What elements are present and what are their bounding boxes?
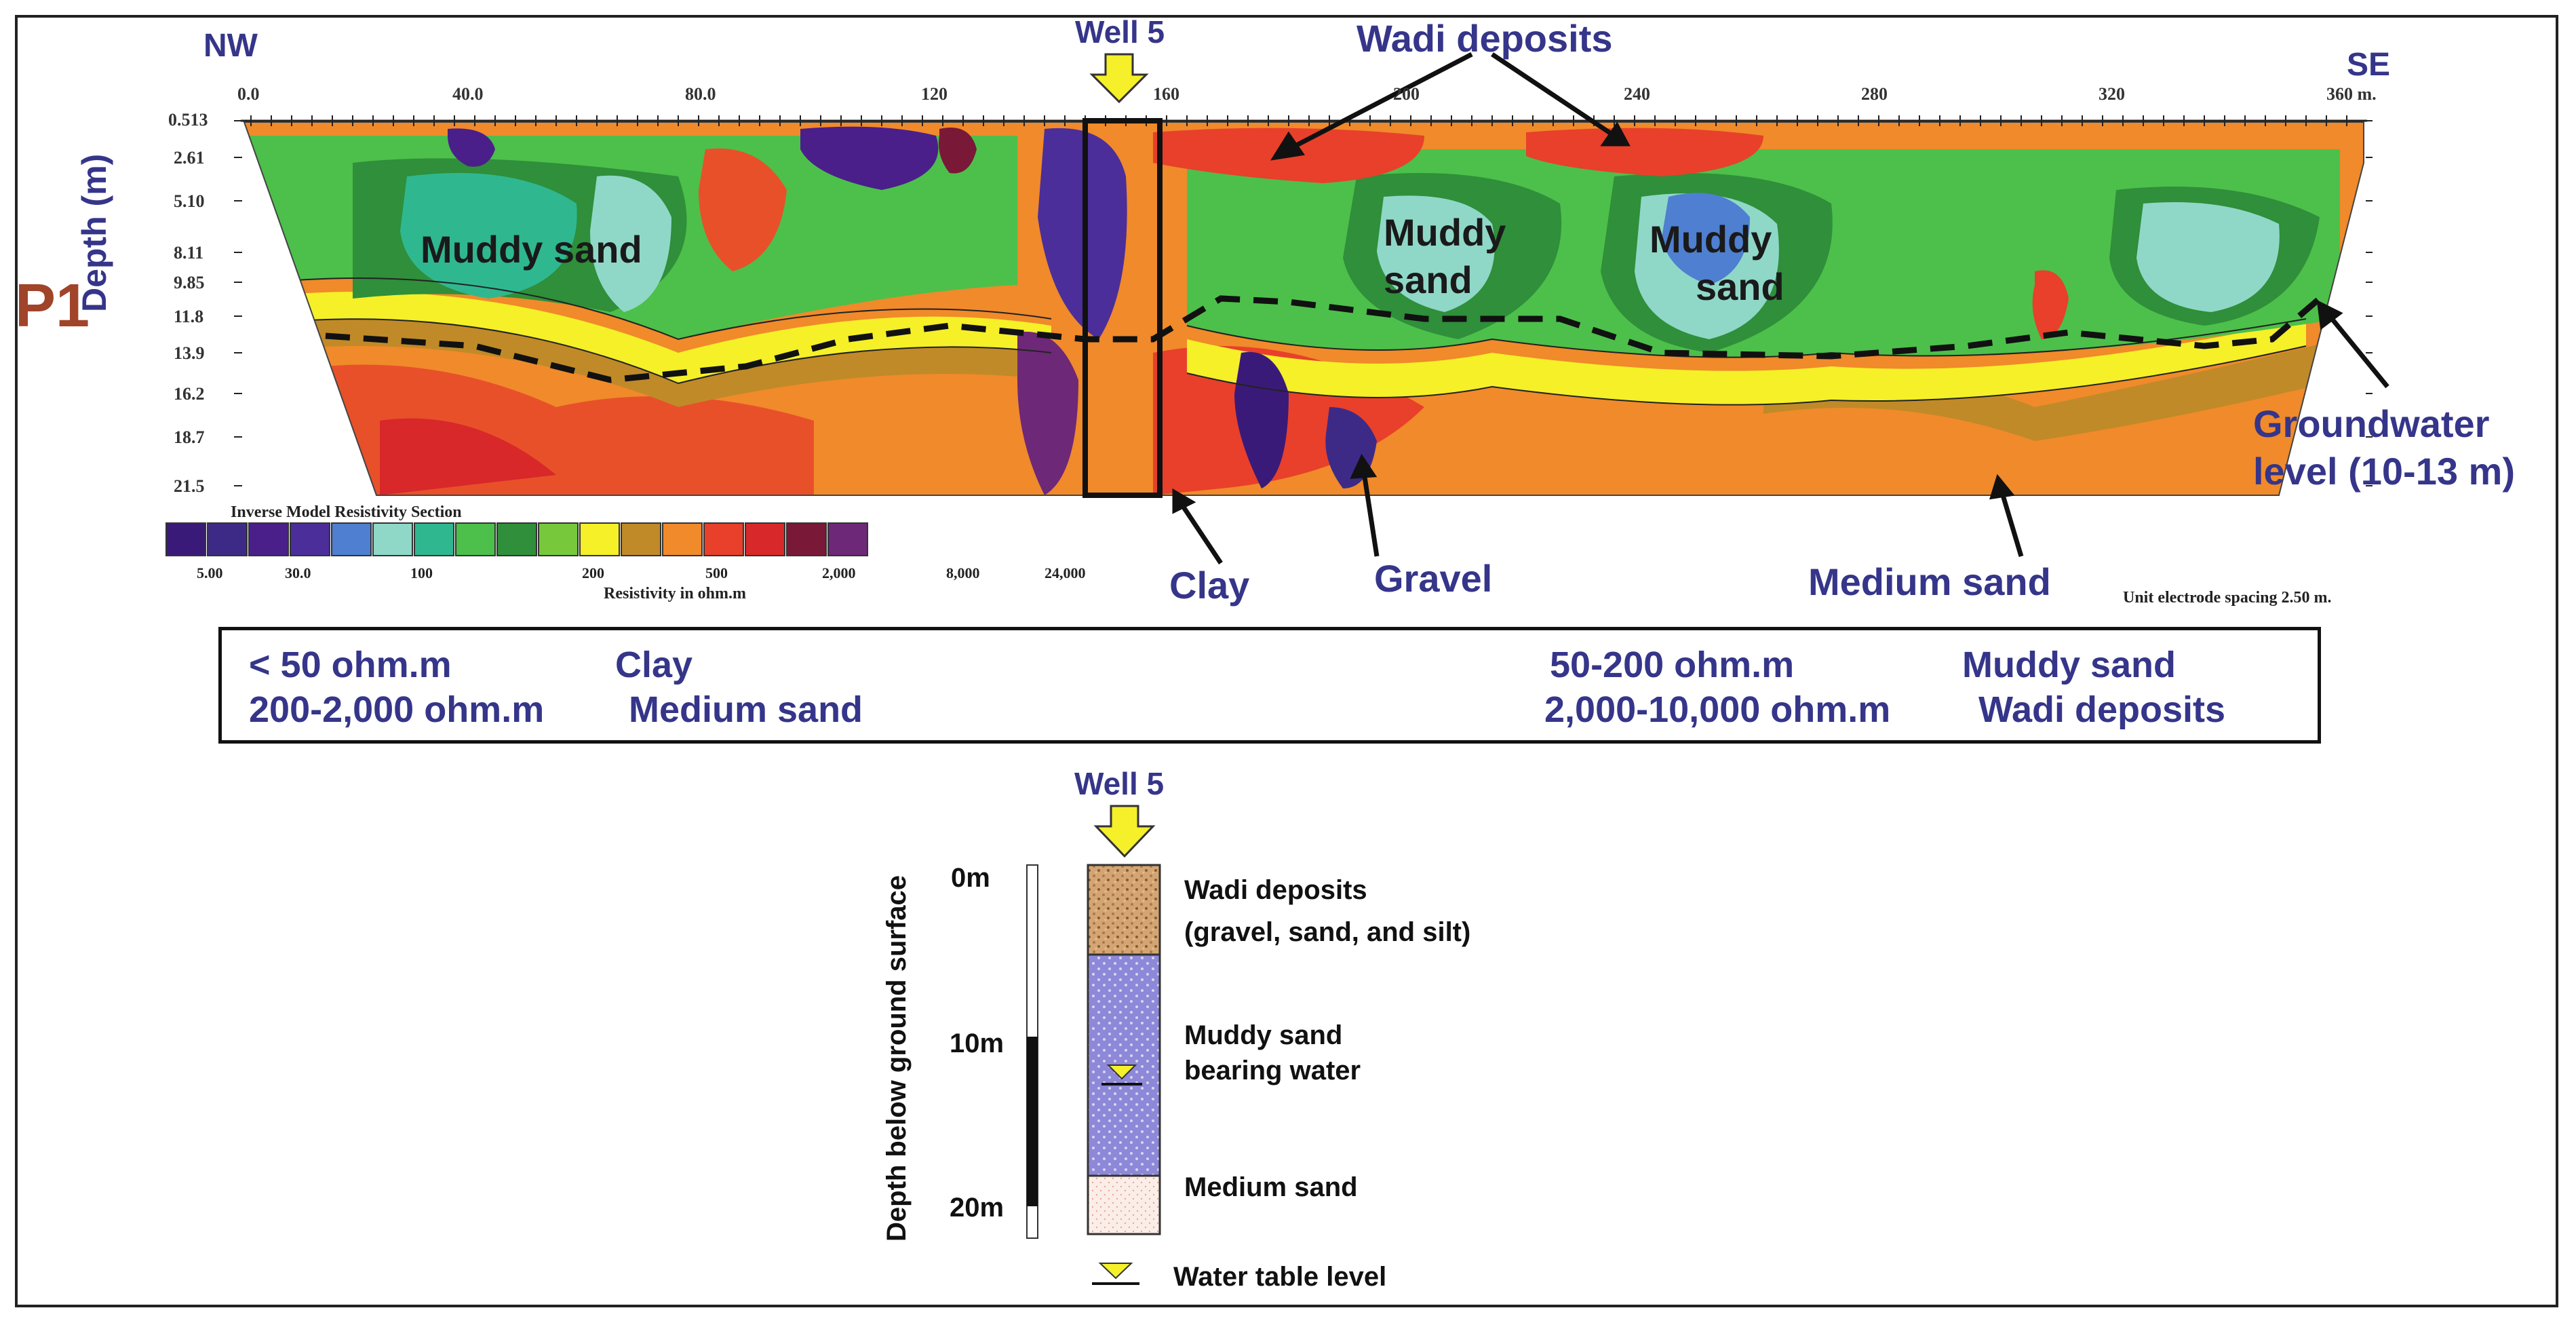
legend-value: 2,000	[822, 564, 856, 581]
legend-swatch	[248, 522, 289, 556]
table-cell: Medium sand	[629, 689, 863, 730]
profile-id-label: P1	[15, 272, 90, 340]
table-cell: < 50 ohm.m	[249, 645, 452, 685]
legend-swatch	[579, 522, 620, 556]
muddy-sand-left-label: Muddy sand	[421, 228, 642, 271]
depth-tick: 5.10	[174, 191, 205, 211]
legend-swatch	[786, 522, 827, 556]
x-tick: 320	[2099, 84, 2125, 104]
legend-swatch	[331, 522, 372, 556]
depth-tick: 9.85	[174, 273, 205, 292]
depth-axis-ticks	[234, 120, 2373, 486]
legend-swatch	[496, 522, 537, 556]
x-tick: 360 m.	[2326, 84, 2377, 104]
legend-swatch	[538, 522, 579, 556]
table-cell: 50-200 ohm.m	[1550, 645, 1795, 685]
x-tick: 200	[1393, 84, 1420, 104]
legend-swatch	[703, 522, 744, 556]
legend-swatch	[621, 522, 661, 556]
medium-sand-label: Medium sand	[1808, 560, 2051, 603]
annotation-arrows	[1172, 52, 2389, 564]
water-table-icon	[1106, 1064, 1137, 1080]
legend-value: 100	[410, 564, 433, 581]
muddy-sand-right-label-1: Muddy	[1650, 218, 1772, 261]
legend-value: 200	[582, 564, 604, 581]
legend-swatch	[745, 522, 785, 556]
gravel-label: Gravel	[1374, 557, 1493, 600]
layer3-label: Medium sand	[1184, 1172, 1358, 1202]
table-cell: Muddy sand	[1962, 645, 2177, 685]
layer-wadi-deposits	[1087, 864, 1161, 956]
table-cell: 200-2,000 ohm.m	[249, 689, 545, 730]
depth-tick: 18.7	[174, 427, 205, 447]
well-arrow-icon	[1089, 53, 1149, 104]
legend-value: 8,000	[946, 564, 980, 581]
nw-label: NW	[203, 28, 258, 64]
depth-tick: 0.513	[168, 110, 208, 130]
x-tick: 0.0	[237, 84, 260, 104]
legend-swatch	[662, 522, 703, 556]
depth-scale-bar-filled	[1027, 1037, 1038, 1206]
x-tick: 120	[921, 84, 948, 104]
electrode-spacing-note: Unit electrode spacing 2.50 m.	[2123, 589, 2332, 607]
well-5-label: Well 5	[1075, 14, 1165, 50]
muddy-sand-mid-label-2: sand	[1384, 258, 1472, 301]
legend-swatch	[414, 522, 454, 556]
legend-value: 24,000	[1045, 564, 1086, 581]
legend-title: Inverse Model Resistivity Section	[231, 503, 462, 521]
wadi-deposits-label: Wadi deposits	[1357, 17, 1613, 60]
x-tick: 40.0	[452, 84, 484, 104]
well-log-title: Well 5	[1074, 766, 1165, 801]
table-cell: 2,000-10,000 ohm.m	[1544, 689, 1891, 730]
depth-tick: 21.5	[174, 476, 205, 496]
well-5-box	[1082, 118, 1163, 498]
depth-tick: 13.9	[174, 343, 205, 363]
resistivity-classification-table: < 50 ohm.m Clay 50-200 ohm.m Muddy sand …	[218, 627, 2321, 744]
table-cell: Wadi deposits	[1978, 689, 2226, 730]
x-tick: 160	[1153, 84, 1179, 104]
depth-20-label: 20m	[950, 1193, 1004, 1223]
depth-tick: 8.11	[174, 243, 204, 263]
legend-swatch	[165, 522, 206, 556]
well-log-arrow-icon	[1093, 805, 1156, 858]
legend-swatch	[372, 522, 413, 556]
layer1-label-line1: Wadi deposits	[1184, 875, 1367, 905]
water-table-legend-icon	[1098, 1263, 1133, 1280]
layer2-label-line1: Muddy sand	[1184, 1020, 1343, 1050]
well-log-axis-label: Depth below ground surface	[882, 875, 912, 1242]
x-tick: 280	[1861, 84, 1888, 104]
legend-value: 500	[705, 564, 728, 581]
resistivity-contours	[244, 122, 2364, 495]
table-cell: Clay	[615, 645, 693, 685]
legend-value: 30.0	[285, 564, 311, 581]
x-axis-minor-ticks	[250, 115, 2347, 126]
legend-value: 5.00	[197, 564, 223, 581]
x-tick: 240	[1624, 84, 1650, 104]
x-tick: 80.0	[685, 84, 716, 104]
layer-medium-sand	[1087, 1174, 1161, 1235]
legend-swatch	[455, 522, 496, 556]
se-label: SE	[2347, 47, 2391, 83]
depth-tick: 11.8	[174, 307, 204, 326]
depth-tick: 16.2	[174, 384, 205, 404]
legend-swatch	[207, 522, 248, 556]
legend-swatch	[827, 522, 868, 556]
legend-subtitle: Resistivity in ohm.m	[604, 585, 746, 602]
groundwater-label-2: level (10-13 m)	[2253, 450, 2515, 493]
layer1-label-line2: (gravel, sand, and silt)	[1184, 917, 1471, 947]
muddy-sand-right-label-2: sand	[1696, 265, 1784, 308]
depth-0-label: 0m	[951, 863, 990, 893]
muddy-sand-mid-label-1: Muddy	[1384, 211, 1506, 254]
depth-10-label: 10m	[950, 1029, 1004, 1058]
figure-frame	[15, 15, 2558, 1307]
groundwater-label-1: Groundwater	[2253, 402, 2490, 445]
water-table-legend-label: Water table level	[1173, 1262, 1387, 1292]
depth-tick: 2.61	[174, 148, 205, 168]
legend-swatch	[290, 522, 330, 556]
clay-label: Clay	[1169, 564, 1250, 607]
layer2-label-line2: bearing water	[1184, 1056, 1361, 1086]
groundwater-level-line	[325, 295, 2322, 383]
